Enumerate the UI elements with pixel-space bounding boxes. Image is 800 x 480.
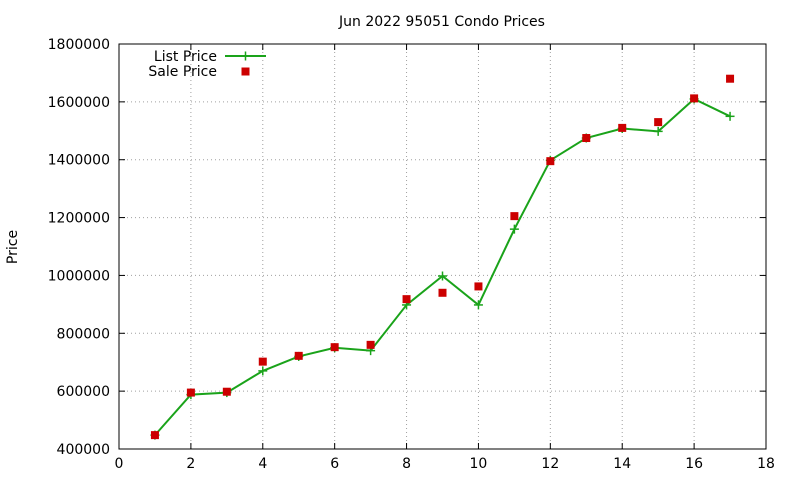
x-tick-label: 12 — [541, 456, 559, 472]
chart-title: Jun 2022 95051 Condo Prices — [338, 14, 545, 30]
y-tick-label: 1400000 — [48, 153, 110, 169]
legend-swatch-sale-price — [241, 67, 250, 76]
x-tick-label: 8 — [402, 456, 411, 472]
list-price-point — [473, 300, 483, 310]
sale-price-point — [510, 212, 519, 221]
sale-price-point — [546, 157, 555, 166]
y-tick-label: 1800000 — [48, 37, 110, 53]
x-tick-label: 16 — [685, 456, 703, 472]
x-axis: 0 2 4 6 8 10 12 14 16 18 — [115, 456, 775, 472]
sale-price-point — [618, 123, 627, 132]
x-tick-label: 6 — [330, 456, 339, 472]
y-tick-label: 1000000 — [48, 268, 110, 284]
list-price-point — [509, 224, 519, 234]
x-tick-label: 18 — [757, 456, 775, 472]
x-tick-label: 2 — [186, 456, 195, 472]
sale-price-point — [438, 288, 447, 297]
sale-price-point — [222, 387, 231, 396]
y-tick-label: 1600000 — [48, 95, 110, 111]
y-axis: 400000 600000 800000 1000000 1200000 1400000 1… — [48, 37, 110, 458]
y-tick-label: 1200000 — [48, 211, 110, 227]
sale-price-point — [150, 431, 159, 440]
sale-price-point — [402, 295, 411, 304]
sale-price-point — [582, 134, 591, 143]
y-axis-label: Price — [5, 230, 21, 264]
x-tick-label: 14 — [613, 456, 631, 472]
sale-price-point — [690, 94, 699, 103]
sale-price-point — [294, 351, 303, 360]
sale-price-point — [186, 388, 195, 397]
sale-price-point — [726, 74, 735, 83]
plot-frame — [118, 43, 767, 450]
sale-price-point — [330, 343, 339, 352]
legend-label-sale-price: Sale Price — [148, 64, 217, 80]
list-price-point — [653, 126, 663, 136]
y-tick-label: 800000 — [57, 326, 110, 342]
grid — [119, 44, 766, 449]
y-tick-label: 600000 — [57, 384, 110, 400]
sale-price-point — [654, 118, 663, 127]
y-tick-label: 400000 — [57, 442, 110, 458]
x-tick-label: 0 — [115, 456, 124, 472]
series — [150, 74, 735, 440]
list-price-point — [438, 271, 447, 281]
sale-price-point — [474, 282, 483, 291]
legend-label-list-price: List Price — [154, 49, 217, 65]
sale-price-point — [366, 340, 375, 349]
x-tick-label: 10 — [470, 456, 488, 472]
list-price-line — [154, 97, 731, 436]
list-price-point — [725, 111, 735, 121]
sale-price-point — [258, 357, 267, 366]
axis-ticks — [118, 43, 767, 450]
list-price-point — [258, 366, 268, 376]
x-tick-label: 4 — [258, 456, 267, 472]
